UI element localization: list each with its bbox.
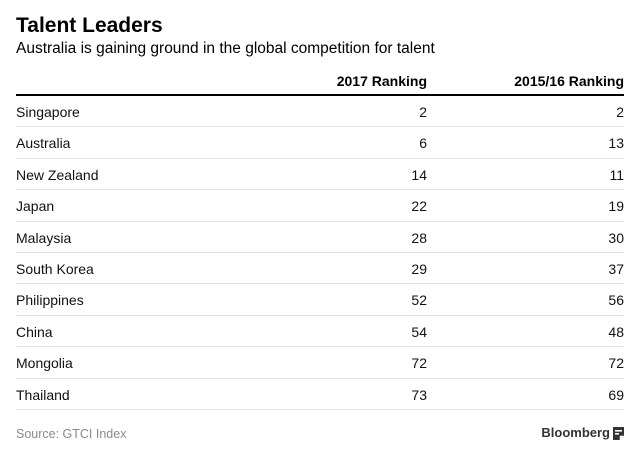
rank-2015-16-value: 69 xyxy=(608,386,624,403)
rank-2015-16-value: 13 xyxy=(608,135,624,152)
rank-2017-value: 52 xyxy=(411,292,427,309)
rank-2015-16-value: 48 xyxy=(608,323,624,340)
table-body: Singapore 2 2 Australia 6 13 New Zealand 14 11 Ja… xyxy=(16,96,624,410)
brand-mark: Bloomberg xyxy=(541,424,624,442)
country-name: Japan xyxy=(16,198,55,215)
rank-2017-value: 28 xyxy=(411,229,427,246)
rank-2017-value: 2 xyxy=(419,104,427,120)
table-row: Mongolia 72 72 xyxy=(16,347,624,379)
chart-title: Talent Leaders xyxy=(16,14,163,37)
source-note: Source: GTCI Index xyxy=(16,427,127,441)
rank-2017-value: 73 xyxy=(411,386,427,403)
rank-2015-16-value: 37 xyxy=(608,260,624,277)
country-name: Singapore xyxy=(16,104,80,120)
chart-subtitle: Australia is gaining ground in the globa… xyxy=(16,40,435,57)
country-name: Australia xyxy=(16,135,71,152)
table-row: Japan 22 19 xyxy=(16,190,624,222)
table-row: Singapore 2 2 xyxy=(16,96,624,128)
rank-2017-value: 6 xyxy=(419,135,427,152)
table-row: Philippines 52 56 xyxy=(16,284,624,316)
rank-2017-value: 72 xyxy=(411,355,427,372)
table-row: Malaysia 28 30 xyxy=(16,222,624,253)
table-row: New Zealand 14 11 xyxy=(16,159,624,191)
bloomberg-logo-icon xyxy=(613,426,624,440)
table-row: Australia 6 13 xyxy=(16,127,624,159)
ranking-table: 2017 Ranking 2015/16 Ranking Singapore 2 2… xyxy=(16,64,624,410)
rank-2015-16-value: 72 xyxy=(608,355,624,372)
country-name: Philippines xyxy=(16,292,84,309)
table-row: South Korea 29 37 xyxy=(16,253,624,285)
rank-2015-16-value: 2 xyxy=(616,104,624,120)
brand-name: Bloomberg xyxy=(541,425,610,440)
rank-2017-value: 29 xyxy=(411,260,427,277)
table-header-row: 2017 Ranking 2015/16 Ranking xyxy=(16,64,624,96)
rank-2015-16-value: 30 xyxy=(608,229,624,246)
rank-2015-16-value: 56 xyxy=(608,292,624,309)
table-row: China 54 48 xyxy=(16,316,624,348)
country-name: Mongolia xyxy=(16,355,73,372)
rank-2015-16-value: 19 xyxy=(608,198,624,215)
rank-2015-16-value: 11 xyxy=(609,166,624,183)
column-header-2015-16: 2015/16 Ranking xyxy=(514,73,624,89)
country-name: New Zealand xyxy=(16,166,99,183)
country-name: Thailand xyxy=(16,386,70,403)
table-row: Thailand 73 69 xyxy=(16,379,624,410)
column-header-2017: 2017 Ranking xyxy=(336,73,427,89)
country-name: South Korea xyxy=(16,260,94,277)
rank-2017-value: 54 xyxy=(411,323,427,340)
rank-2017-value: 22 xyxy=(411,198,427,215)
rank-2017-value: 14 xyxy=(411,166,427,183)
country-name: Malaysia xyxy=(16,229,72,246)
country-name: China xyxy=(16,323,53,340)
